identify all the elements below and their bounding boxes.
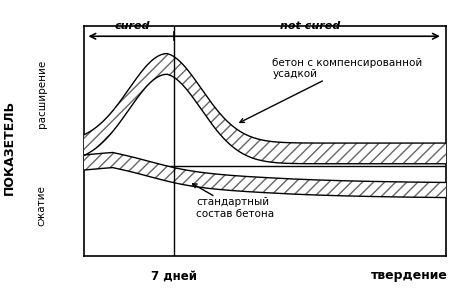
Text: бетон с компенсированной
усадкой: бетон с компенсированной усадкой (240, 58, 423, 122)
Text: расширение: расширение (37, 60, 47, 128)
Text: стандартный
состав бетона: стандартный состав бетона (193, 184, 274, 219)
Text: cured: cured (115, 21, 150, 31)
Text: 7 дней: 7 дней (152, 269, 197, 282)
Text: сжатие: сжатие (37, 185, 47, 226)
Text: ПОКАЗЕТЕЛЬ: ПОКАЗЕТЕЛЬ (3, 99, 16, 195)
Text: твердение: твердение (371, 269, 448, 282)
Text: not cured: not cured (280, 21, 340, 31)
